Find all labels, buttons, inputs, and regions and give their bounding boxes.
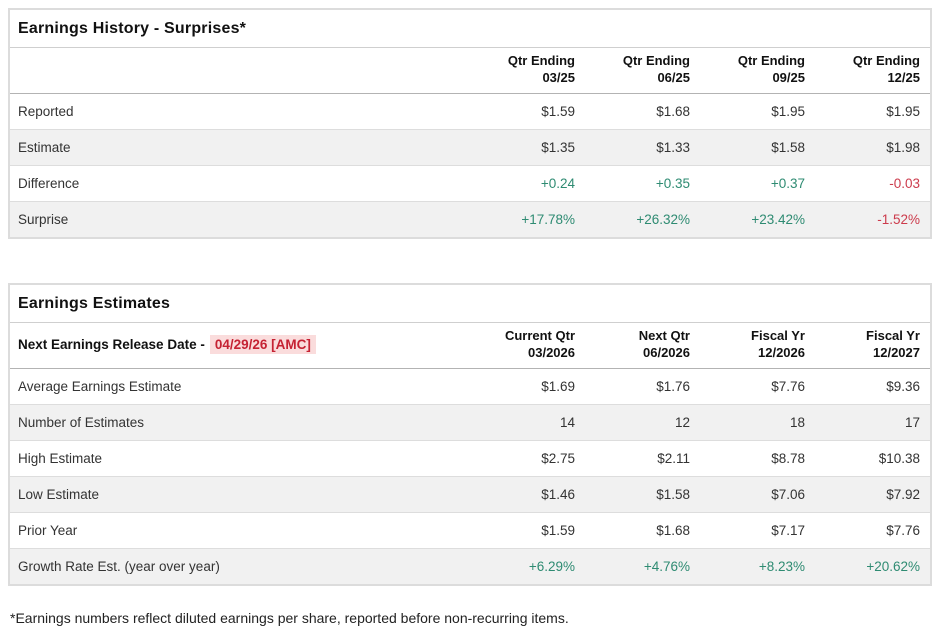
table-row-difference: Difference +0.24 +0.35 +0.37 -0.03 bbox=[10, 164, 930, 202]
cell-value: $1.95 bbox=[771, 103, 805, 119]
cell-value-positive: +0.37 bbox=[700, 164, 815, 202]
earnings-estimates-table: Next Earnings Release Date -04/29/26 [AM… bbox=[10, 322, 930, 584]
column-date: 06/2026 bbox=[643, 344, 690, 360]
row-label: Low Estimate bbox=[10, 475, 470, 513]
earnings-history-panel: Earnings History - Surprises* Qtr Ending… bbox=[8, 8, 932, 239]
column-date: 06/25 bbox=[657, 69, 690, 85]
cell-value: $10.38 bbox=[815, 439, 930, 477]
column-date: 12/2027 bbox=[873, 344, 920, 360]
table-row-average-estimate: Average Earnings Estimate $1.69 $1.76 $7… bbox=[10, 368, 930, 404]
table-row-growth-rate: Growth Rate Est. (year over year) +6.29%… bbox=[10, 547, 930, 584]
column-period: Qtr Ending bbox=[622, 53, 690, 68]
release-date-label: Next Earnings Release Date - bbox=[18, 336, 205, 352]
cell-value-positive: +8.23% bbox=[700, 547, 815, 584]
cell-value: $7.76 bbox=[815, 511, 930, 549]
column-date: 09/25 bbox=[772, 69, 805, 85]
cell-value: $1.58 bbox=[585, 475, 700, 513]
cell-value-positive: +20.62% bbox=[815, 547, 930, 584]
cell-value: $7.92 bbox=[815, 475, 930, 513]
row-label: Growth Rate Est. (year over year) bbox=[10, 547, 470, 584]
cell-value-positive: +23.42% bbox=[700, 200, 815, 237]
cell-value: $9.36 bbox=[886, 378, 920, 394]
column-date: 03/25 bbox=[542, 69, 575, 85]
cell-value: 14 bbox=[470, 403, 585, 441]
cell-value: $1.95 bbox=[886, 103, 920, 119]
cell-value: 17 bbox=[815, 403, 930, 441]
cell-value-positive: +26.32% bbox=[585, 200, 700, 237]
column-date: 03/2026 bbox=[528, 344, 575, 360]
row-label: Surprise bbox=[10, 200, 470, 237]
history-header-row: Qtr Ending 03/25 Qtr Ending 06/25 Qtr En… bbox=[10, 48, 930, 94]
earnings-history-title: Earnings History - Surprises* bbox=[10, 10, 930, 48]
table-row-reported: Reported $1.59 $1.68 $1.95 $1.95 bbox=[10, 93, 930, 129]
cell-value-positive: +17.78% bbox=[470, 200, 585, 237]
cell-value: $7.17 bbox=[700, 511, 815, 549]
table-row-high-estimate: High Estimate $2.75 $2.11 $8.78 $10.38 bbox=[10, 439, 930, 477]
cell-value: $1.68 bbox=[585, 511, 700, 549]
cell-value-positive: +6.29% bbox=[470, 547, 585, 584]
column-period: Qtr Ending bbox=[852, 53, 920, 68]
column-period: Qtr Ending bbox=[507, 53, 575, 68]
table-row-low-estimate: Low Estimate $1.46 $1.58 $7.06 $7.92 bbox=[10, 475, 930, 513]
row-label: Prior Year bbox=[10, 511, 470, 549]
row-label: High Estimate bbox=[10, 439, 470, 477]
cell-value: $8.78 bbox=[700, 439, 815, 477]
column-header: Qtr Ending 12/25 bbox=[815, 48, 930, 94]
cell-value: $1.46 bbox=[470, 475, 585, 513]
cell-value: $1.76 bbox=[656, 378, 690, 394]
column-header: Fiscal Yr 12/2027 bbox=[815, 322, 930, 369]
column-header: Fiscal Yr 12/2026 bbox=[700, 322, 815, 369]
cell-value: 18 bbox=[700, 403, 815, 441]
release-date-value: 04/29/26 [AMC] bbox=[209, 334, 316, 354]
cell-value: $2.11 bbox=[585, 439, 700, 477]
cell-value: $1.59 bbox=[541, 103, 575, 119]
row-label: Number of Estimates bbox=[10, 403, 470, 441]
row-label: Difference bbox=[10, 164, 470, 202]
column-period: Qtr Ending bbox=[737, 53, 805, 68]
column-date: 12/25 bbox=[887, 69, 920, 85]
cell-value-positive: +0.24 bbox=[470, 164, 585, 202]
estimates-header-row: Next Earnings Release Date -04/29/26 [AM… bbox=[10, 322, 930, 369]
cell-value: $1.33 bbox=[585, 128, 700, 166]
cell-value: $7.06 bbox=[700, 475, 815, 513]
cell-value: 12 bbox=[585, 403, 700, 441]
column-period: Fiscal Yr bbox=[866, 327, 920, 343]
column-date: 12/2026 bbox=[758, 344, 805, 360]
table-row-prior-year: Prior Year $1.59 $1.68 $7.17 $7.76 bbox=[10, 511, 930, 549]
column-header: Current Qtr 03/2026 bbox=[470, 322, 585, 369]
earnings-estimates-title: Earnings Estimates bbox=[10, 285, 930, 323]
cell-value: $2.75 bbox=[470, 439, 585, 477]
column-period: Next Qtr bbox=[638, 327, 690, 343]
cell-value: $1.68 bbox=[656, 103, 690, 119]
column-header: Next Qtr 06/2026 bbox=[585, 322, 700, 369]
cell-value: $1.35 bbox=[470, 128, 585, 166]
release-date-cell: Next Earnings Release Date -04/29/26 [AM… bbox=[10, 322, 470, 369]
cell-value-positive: +0.35 bbox=[585, 164, 700, 202]
column-header: Qtr Ending 06/25 bbox=[585, 48, 700, 94]
earnings-estimates-panel: Earnings Estimates Next Earnings Release… bbox=[8, 282, 932, 586]
column-period: Current Qtr bbox=[504, 327, 575, 343]
cell-value-negative: -1.52% bbox=[815, 200, 930, 237]
history-header-empty bbox=[10, 48, 470, 94]
table-row-estimate: Estimate $1.35 $1.33 $1.58 $1.98 bbox=[10, 128, 930, 166]
cell-value-negative: -0.03 bbox=[815, 164, 930, 202]
earnings-history-table: Qtr Ending 03/25 Qtr Ending 06/25 Qtr En… bbox=[10, 48, 930, 237]
cell-value: $1.59 bbox=[470, 511, 585, 549]
cell-value: $1.58 bbox=[700, 128, 815, 166]
footnote: *Earnings numbers reflect diluted earnin… bbox=[10, 609, 569, 626]
column-period: Fiscal Yr bbox=[751, 327, 805, 343]
column-header: Qtr Ending 09/25 bbox=[700, 48, 815, 94]
table-row-surprise: Surprise +17.78% +26.32% +23.42% -1.52% bbox=[10, 200, 930, 237]
row-label: Reported bbox=[18, 103, 74, 119]
column-header: Qtr Ending 03/25 bbox=[470, 48, 585, 94]
table-row-number-of-estimates: Number of Estimates 14 12 18 17 bbox=[10, 403, 930, 441]
cell-value: $1.69 bbox=[541, 378, 575, 394]
row-label: Estimate bbox=[10, 128, 470, 166]
cell-value-positive: +4.76% bbox=[585, 547, 700, 584]
cell-value: $1.98 bbox=[815, 128, 930, 166]
row-label: Average Earnings Estimate bbox=[18, 378, 182, 394]
cell-value: $7.76 bbox=[771, 378, 805, 394]
